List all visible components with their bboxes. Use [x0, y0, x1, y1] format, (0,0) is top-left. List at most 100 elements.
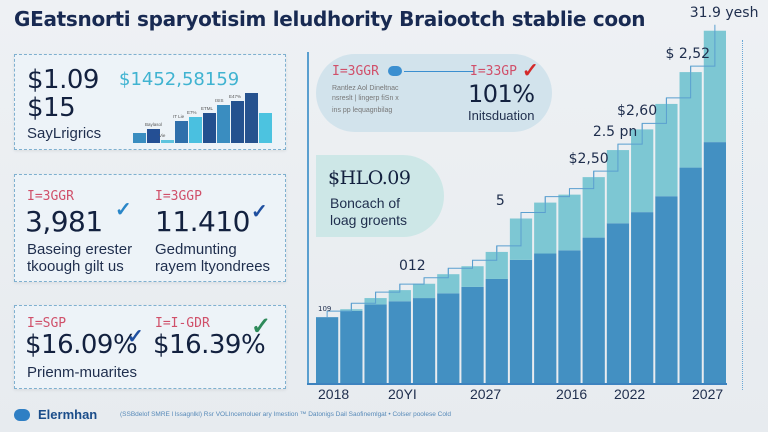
- bar-top-12: [606, 150, 630, 224]
- mini-bar-4: [189, 117, 202, 143]
- metric-value-right: 11.410: [155, 205, 250, 238]
- connector-line: [404, 71, 474, 72]
- bar-top-3: [388, 290, 411, 302]
- check-icon: ✓: [127, 326, 144, 348]
- summary-card-top: $1.09 $15 SayLrigrics $1452,58159 Baylas…: [14, 54, 286, 150]
- summary-card-middle: I=3GGR 3,981 ✓ Baseing erester tkoough g…: [14, 174, 286, 282]
- mini-bar-6: [217, 105, 230, 143]
- check-icon: ✓: [522, 60, 539, 82]
- bar-base-6: [461, 286, 484, 384]
- metric-label-left-2: tkoough gilt us: [27, 258, 124, 275]
- bar-base-14: [655, 196, 678, 384]
- x-tick-label: 2022: [614, 386, 646, 402]
- mini-bar-label: ISIS: [215, 98, 224, 103]
- bar-top-13: [631, 129, 654, 213]
- bar-base-8: [509, 259, 533, 384]
- chart-y-axis-line: [307, 52, 309, 384]
- mini-chart-title: $1452,58159: [119, 69, 240, 90]
- page-title: GEatsnorti sparyotisim leludhority Braio…: [14, 7, 646, 31]
- bar-base-13: [631, 212, 654, 384]
- data-label: 109: [318, 305, 332, 314]
- x-tick-label: 2016: [556, 386, 588, 402]
- bar-top-9: [534, 202, 557, 254]
- code-label-right: I=3GGP: [155, 189, 202, 204]
- data-label: 31.9 yesh: [689, 4, 759, 21]
- step-connector-15: [690, 24, 716, 73]
- mini-bar-7: [231, 101, 244, 143]
- metric-label-right-1: Gedmunting: [155, 241, 237, 258]
- tiny-text-1: Rantlez Aol Dineltnac: [332, 85, 399, 92]
- bar-top-4: [412, 283, 436, 299]
- mini-bar-1: [147, 129, 160, 143]
- summary-card-bottom: I=SGP $16.09% ✓ I=I-GDR $16.39% ✓ Prienm…: [14, 305, 286, 389]
- x-tick-label: 20YI: [388, 386, 417, 402]
- bar-base-15: [679, 167, 702, 384]
- bar-base-3: [388, 301, 411, 384]
- bar-top-16: [703, 30, 726, 143]
- bar-top-5: [437, 274, 460, 294]
- brand-logo-icon: [14, 408, 30, 421]
- step-connector-12: [617, 123, 643, 151]
- data-label: 2.5 pn: [592, 124, 638, 141]
- x-tick-label: 2018: [318, 386, 350, 402]
- highlight-pill: I=3GGR Rantlez Aol Dineltnac nsreslt | l…: [316, 54, 552, 132]
- metric-label-left-1: Baseing erester: [27, 241, 133, 258]
- bar-base-4: [412, 298, 436, 384]
- bar-base-5: [437, 293, 460, 384]
- code-label-left: I=SGP: [27, 316, 67, 331]
- bar-base-0: [316, 317, 339, 384]
- step-connector-7: [496, 212, 522, 252]
- code-label-left: I=3GGR: [332, 64, 379, 79]
- step-connector-13: [641, 97, 667, 130]
- tiny-text-3: ins pp lequagnbilag: [332, 107, 393, 114]
- bar-top-11: [582, 177, 605, 238]
- check-icon: ✓: [115, 199, 132, 221]
- x-tick-label: 2027: [470, 386, 502, 402]
- step-connector-6: [472, 245, 498, 267]
- bar-top-7: [485, 251, 508, 279]
- bar-base-9: [534, 253, 557, 384]
- percent-value-right: $16.39%: [153, 330, 266, 360]
- x-tick-label: 2027: [692, 386, 724, 402]
- mini-bar-0: [133, 133, 146, 143]
- data-label: $ 2,52: [665, 46, 711, 63]
- bar-top-14: [655, 103, 678, 197]
- data-label: 5: [495, 192, 505, 209]
- bar-top-6: [461, 266, 484, 287]
- data-label: $2,60: [617, 103, 658, 120]
- mini-bar-label: ETML: [201, 106, 213, 111]
- cloud-icon: [388, 66, 402, 76]
- tiny-text-2: nsreslt | lingerp fiSn x: [332, 95, 399, 102]
- mini-bar-2: [161, 140, 174, 143]
- bar-base-12: [606, 223, 630, 384]
- mini-bar-label: E7%: [187, 110, 197, 115]
- mini-bar-8: [245, 93, 258, 143]
- value-secondary: $15: [27, 93, 76, 123]
- code-label-right: I=I-GDR: [155, 316, 210, 331]
- check-icon: ✓: [251, 313, 272, 340]
- mini-bar-label: Baylasol: [145, 122, 162, 127]
- data-label: $2,50: [568, 151, 609, 168]
- chart-x-axis-line: [307, 383, 727, 385]
- card-label: SayLrigrics: [27, 125, 102, 142]
- bar-base-7: [485, 278, 508, 384]
- footer-note: (SSBdelof SMRE l lssagnlkl) Rsr VOLIncem…: [120, 411, 452, 418]
- mini-bar-5: [203, 113, 216, 143]
- value-primary: $1.09: [27, 65, 99, 95]
- check-icon: ✓: [251, 201, 268, 223]
- code-label-left: I=3GGR: [27, 189, 74, 204]
- mini-bar-9: [259, 113, 272, 143]
- chart-right-guide: [742, 40, 743, 390]
- blob-value: $HLO.09: [328, 167, 411, 189]
- brand-name: Elermhan: [38, 407, 98, 422]
- bar-base-11: [582, 237, 605, 384]
- data-label: 012: [398, 257, 426, 274]
- mini-bar-label: IT Lie: [173, 114, 185, 119]
- loan-growth-card: $HLO.09 Boncach of loag groents: [316, 155, 444, 237]
- pill-label: Initsduation: [468, 108, 535, 123]
- bar-top-10: [558, 194, 581, 251]
- pill-value: 101%: [468, 80, 535, 108]
- mini-bar-3: [175, 121, 188, 143]
